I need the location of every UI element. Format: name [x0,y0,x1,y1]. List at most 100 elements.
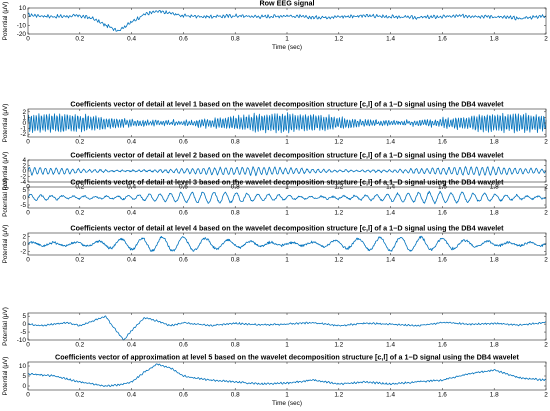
series-line [27,235,547,252]
x-tick-label: 0.6 [179,257,188,264]
y-tick-label: 2 [22,163,26,170]
x-tick-label: 0.8 [231,139,240,146]
x-tick-label: 1.8 [490,342,499,349]
y-tick-label: -2 [20,131,26,138]
y-axis-label: Potential (μV) [2,225,9,264]
series-line [27,166,547,177]
y-tick-label: -5 [20,329,26,336]
x-tick-label: 0.2 [75,392,84,399]
y-tick-label: -10 [17,22,27,29]
chart-panel-4: Coefficients vector of detail at level 3… [2,178,548,217]
x-tick-label: 2 [544,210,548,217]
x-tick-label: 1 [285,210,289,217]
x-tick-label: 0.8 [231,257,240,264]
y-tick-label: 0 [22,383,26,390]
x-tick-label: 1.6 [438,210,447,217]
x-tick-label: 1 [285,139,289,146]
y-tick-label: 0 [22,241,26,248]
x-tick-label: 1.6 [438,36,447,43]
x-tick-label: 1 [285,257,289,264]
x-tick-label: 1.2 [334,342,343,349]
chart-title: Coefficients vector of detail at level 3… [70,178,504,187]
y-tick-label: 0 [22,195,26,202]
chart-panel-5: Coefficients vector of detail at level 4… [2,224,548,264]
x-tick-label: 0.4 [127,342,136,349]
x-tick-label: 1 [285,342,289,349]
x-tick-label: 1.2 [334,36,343,43]
y-tick-label: -5 [20,202,26,209]
x-tick-label: 0 [26,139,30,146]
x-tick-label: 0.8 [231,210,240,217]
x-axis-label: Time (sec) [272,400,302,407]
chart-title: Coefficients vector of detail at level 1… [70,100,504,109]
x-tick-label: 2 [544,36,548,43]
x-tick-label: 1.4 [386,139,395,146]
y-tick-label: 0 [22,168,26,175]
x-tick-label: 0.4 [127,392,136,399]
x-tick-label: 0.4 [127,36,136,43]
x-tick-label: 2 [544,342,548,349]
axes-box [27,7,547,35]
x-tick-label: 0.2 [75,342,84,349]
y-tick-label: 0 [22,321,26,328]
x-tick-label: 0.6 [179,36,188,43]
axes-box [27,312,547,341]
x-tick-label: 0.2 [75,36,84,43]
y-tick-label: 10 [19,5,27,12]
series-line [27,363,547,388]
series-line [27,112,547,134]
y-tick-label: -1 [20,126,26,133]
x-tick-label: 0 [26,342,30,349]
y-tick-label: 5 [22,187,26,194]
chart-title: Row EEG signal [259,0,314,8]
y-axis-label: Potential (μV) [2,178,9,217]
x-tick-label: 1.4 [386,210,395,217]
x-tick-label: 0.2 [75,210,84,217]
y-axis-label: Potential (μV) [2,357,9,396]
x-tick-label: 0.2 [75,139,84,146]
x-tick-label: 1.4 [386,342,395,349]
x-tick-label: 0.4 [127,257,136,264]
x-tick-label: 1.8 [490,257,499,264]
y-tick-label: -2 [20,174,26,181]
y-tick-label: -4 [20,179,26,186]
chart-panel-1: Row EEG signal 0 0.2 0.4 0.6 0.8 1 1.2 1.4 1.6 1.8… [2,0,548,51]
x-axis-label: Time (sec) [272,44,302,51]
x-tick-label: 0.4 [127,139,136,146]
x-tick-label: 2 [544,392,548,399]
x-tick-label: 0.8 [231,392,240,399]
x-tick-label: 1.2 [334,210,343,217]
x-tick-label: 0 [26,257,30,264]
y-tick-label: 5 [22,373,26,380]
x-tick-label: 0.6 [179,392,188,399]
chart-panel-2: Coefficients vector of detail at level 1… [2,100,548,146]
x-tick-label: 1.4 [386,257,395,264]
y-axis-label: Potential (μV) [2,307,9,346]
x-tick-label: 1 [285,392,289,399]
series-line [27,190,547,205]
y-axis-label: Potential (μV) [2,104,9,143]
x-tick-label: 2 [544,139,548,146]
y-tick-label: -2 [20,248,26,255]
y-tick-label: 4 [22,157,26,164]
x-tick-label: 1.2 [334,257,343,264]
x-tick-label: 1.4 [386,36,395,43]
y-tick-label: 1 [22,114,26,121]
x-tick-label: 1.6 [438,257,447,264]
x-tick-label: 0.2 [75,257,84,264]
x-tick-label: 1.8 [490,210,499,217]
x-tick-label: 1.6 [438,342,447,349]
x-tick-label: 1.6 [438,392,447,399]
y-tick-label: 10 [19,363,27,370]
chart-title: Coefficients vector of detail at level 2… [70,151,504,160]
x-tick-label: 1.6 [438,139,447,146]
series-line [27,315,547,341]
x-tick-label: 0 [26,210,30,217]
x-tick-label: 1.8 [490,139,499,146]
y-tick-label: 2 [22,109,26,116]
x-tick-label: 1.8 [490,392,499,399]
y-tick-label: 0 [22,120,26,127]
x-tick-label: 1.4 [386,392,395,399]
x-tick-label: 0.4 [127,210,136,217]
